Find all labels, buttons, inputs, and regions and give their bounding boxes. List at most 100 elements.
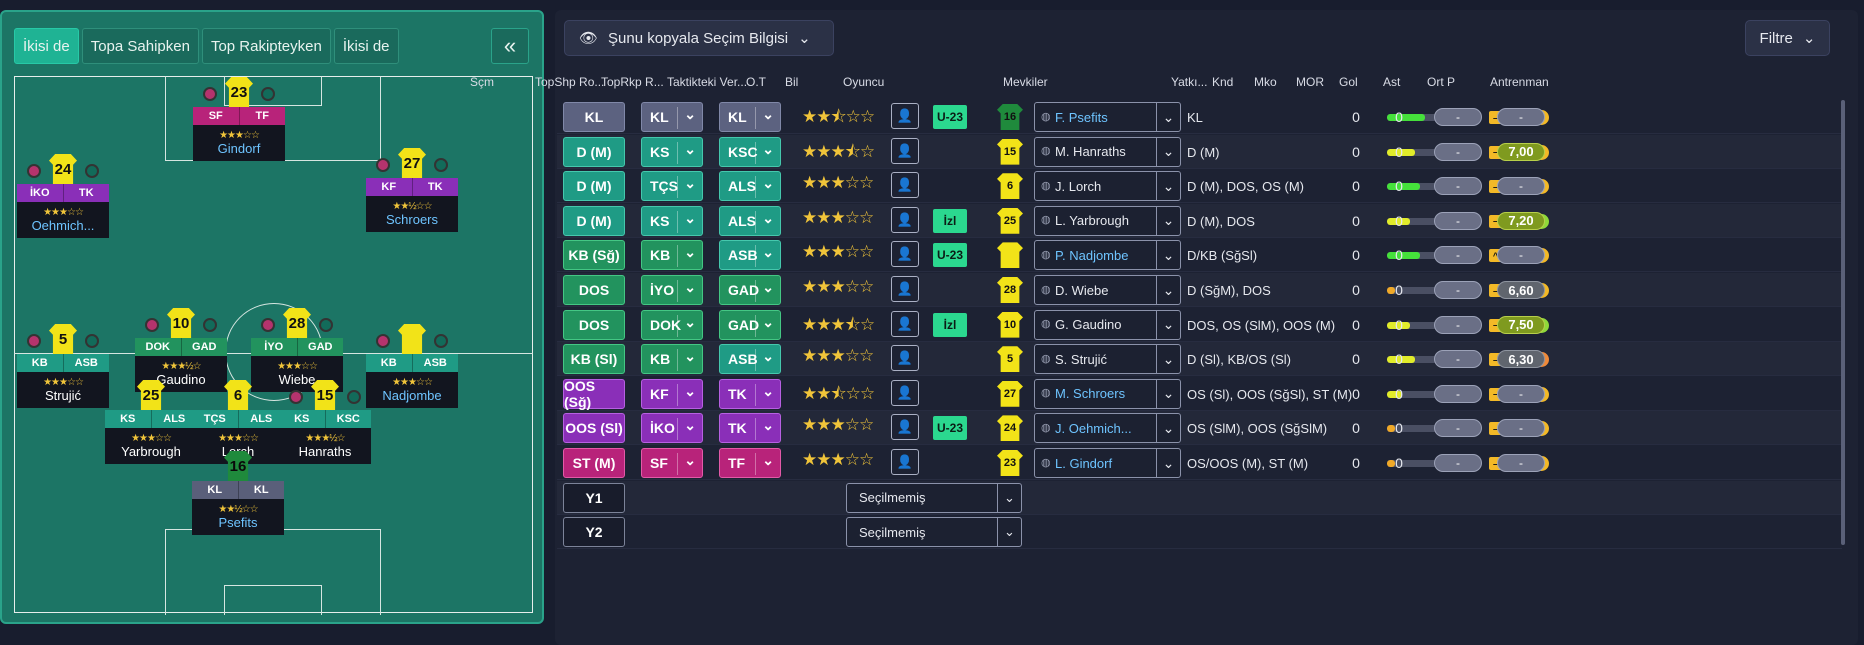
player-card[interactable]: KB ASB ★★★☆☆ Nadjombe	[366, 324, 458, 426]
selection-slot[interactable]: DOS	[563, 309, 625, 340]
top-goal-area	[224, 76, 322, 106]
position-label: DOK	[135, 338, 182, 356]
player-profile-button[interactable]: 👤	[891, 137, 919, 164]
player-select[interactable]: G. Gaudino⌄	[1034, 309, 1181, 340]
player-select[interactable]: Seçilmemiş ⌄	[846, 517, 1022, 548]
in-possession-role-select[interactable]: İKO	[641, 413, 703, 444]
in-possession-role-select[interactable]: İYO	[641, 275, 703, 305]
player-positions: D (M), DOS	[1187, 213, 1255, 229]
player-profile-button[interactable]: 👤	[891, 310, 919, 337]
out-of-possession-role-select[interactable]: ALS	[719, 171, 781, 202]
selection-slot[interactable]: D (M)	[563, 136, 625, 167]
tab-3[interactable]: İkisi de	[333, 28, 399, 64]
filter-label: Filtre	[1759, 29, 1793, 47]
player-select[interactable]: D. Wiebe⌄	[1034, 275, 1181, 305]
in-possession-role-select[interactable]: KL	[641, 102, 703, 132]
selection-slot[interactable]: Y2	[563, 517, 625, 548]
role-dot-icon	[145, 318, 159, 332]
selection-slot[interactable]: KL	[563, 102, 625, 132]
selection-slot[interactable]: OOS (Sğ)	[563, 378, 625, 410]
training-rating-pill: -	[1497, 454, 1545, 472]
in-possession-role-select[interactable]: KS	[641, 136, 703, 167]
player-select-placeholder: Seçilmemiş	[859, 490, 926, 506]
player-card[interactable]: 24 İKO TK ★★★☆☆ Oehmich...	[17, 154, 109, 256]
out-of-possession-role-select[interactable]: ASB	[719, 240, 781, 271]
chevron-down-icon: ⌄	[1156, 449, 1180, 477]
player-select[interactable]: S. Strujić⌄	[1034, 344, 1181, 375]
out-of-possession-role-select[interactable]: KL	[719, 102, 781, 132]
player-select[interactable]: J. Oehmich...⌄	[1034, 413, 1181, 444]
copy-selection-button[interactable]: 👁 Şunu kopyala Seçim Bilgisi ⌄	[564, 20, 834, 56]
avg-rating-pill: -	[1434, 177, 1482, 196]
avg-rating-pill: -	[1434, 108, 1482, 126]
scrollbar[interactable]	[1841, 100, 1845, 545]
player-select[interactable]: M. Schroers⌄	[1034, 378, 1181, 409]
player-select[interactable]: Seçilmemiş ⌄	[846, 482, 1022, 513]
player-card[interactable]: 16 KL KL ★★½☆☆ Psefits	[192, 451, 284, 553]
player-profile-button[interactable]: 👤	[891, 345, 919, 372]
player-card[interactable]: 23 SF TF ★★★☆☆ Gindorf	[193, 77, 285, 179]
player-profile-button[interactable]: 👤	[891, 103, 919, 129]
selection-slot[interactable]: KB (Sğ)	[563, 240, 625, 271]
out-of-possession-role-select[interactable]: ALS	[719, 205, 781, 236]
in-possession-role-select[interactable]: SF	[641, 448, 703, 478]
shirt-number-icon: 5	[997, 346, 1023, 373]
player-name: Gaudino	[156, 372, 206, 387]
player-card[interactable]: 28 İYO GAD ★★★☆☆ Wiebe	[251, 308, 343, 410]
selection-slot[interactable]: D (M)	[563, 205, 625, 236]
player-card[interactable]: 27 KF TK ★★½☆☆ Schroers	[366, 148, 458, 250]
player-profile-button[interactable]: 👤	[891, 414, 919, 441]
player-profile-button[interactable]: 👤	[891, 449, 919, 475]
in-possession-role-select[interactable]: TÇS	[641, 171, 703, 202]
player-status-badge: İzl	[933, 208, 967, 233]
out-of-possession-role-select[interactable]: KSC	[719, 136, 781, 167]
selection-slot[interactable]: ST (M)	[563, 448, 625, 478]
player-info: ★★½☆☆ Schroers	[366, 196, 458, 232]
training-rating-pill: 6,30	[1497, 350, 1545, 369]
player-select[interactable]: L. Gindorf⌄	[1034, 448, 1181, 478]
out-of-possession-role-select[interactable]: ASB	[719, 344, 781, 375]
position-familiarity-bar	[1387, 287, 1437, 294]
out-of-possession-role-select[interactable]: TF	[719, 448, 781, 478]
selection-slot[interactable]: OOS (Sl)	[563, 413, 625, 444]
player-select[interactable]: M. Hanraths⌄	[1034, 136, 1181, 167]
goals-value: 0	[1352, 385, 1360, 402]
player-profile-button[interactable]: 👤	[891, 241, 919, 268]
player-card[interactable]: 15 KS KSC ★★★½☆ Hanraths	[279, 380, 371, 482]
goals-value: 0	[1352, 178, 1360, 195]
out-of-possession-role-select[interactable]: TK	[719, 413, 781, 444]
tab-1[interactable]: Topa Sahipken	[81, 28, 199, 64]
player-profile-button[interactable]: 👤	[891, 206, 919, 233]
player-select[interactable]: F. Psefits⌄	[1034, 102, 1181, 132]
out-of-possession-role-select[interactable]: TK	[719, 378, 781, 409]
in-possession-role-select[interactable]: KB	[641, 240, 703, 271]
position-label: TÇS	[192, 410, 239, 428]
selection-slot[interactable]: DOS	[563, 275, 625, 305]
filter-button[interactable]: Filtre ⌄	[1745, 20, 1830, 56]
avg-rating-pill: -	[1434, 142, 1482, 161]
position-label: GAD	[181, 338, 227, 356]
column-header: Mevkiler	[1003, 75, 1048, 89]
out-of-possession-role-select[interactable]: GAD	[719, 309, 781, 340]
player-select[interactable]: P. Nadjombe⌄	[1034, 240, 1181, 271]
out-of-possession-role-select[interactable]: GAD	[719, 275, 781, 305]
in-possession-role-select[interactable]: KB	[641, 344, 703, 375]
collapse-button[interactable]: «	[491, 28, 529, 64]
player-profile-button[interactable]: 👤	[891, 379, 919, 406]
player-card[interactable]: 5 KB ASB ★★★☆☆ Strujić	[17, 324, 109, 426]
player-profile-button[interactable]: 👤	[891, 276, 919, 302]
selection-slot[interactable]: KB (Sl)	[563, 344, 625, 375]
player-select[interactable]: L. Yarbrough⌄	[1034, 205, 1181, 236]
player-select[interactable]: J. Lorch⌄	[1034, 171, 1181, 202]
tab-2[interactable]: Top Rakipteyken	[201, 28, 331, 64]
selection-slot[interactable]: D (M)	[563, 171, 625, 202]
player-card[interactable]: 25 KS ALS ★★★☆☆ Yarbrough	[105, 380, 197, 482]
shirt-number-icon: 10	[997, 311, 1023, 338]
in-possession-role-select[interactable]: DOK	[641, 309, 703, 340]
in-possession-role-select[interactable]: KS	[641, 205, 703, 236]
position-labels: İYO GAD	[251, 338, 343, 356]
tab-0[interactable]: İkisi de	[14, 28, 79, 64]
selection-slot[interactable]: Y1	[563, 482, 625, 513]
player-profile-button[interactable]: 👤	[891, 172, 919, 199]
in-possession-role-select[interactable]: KF	[641, 378, 703, 409]
